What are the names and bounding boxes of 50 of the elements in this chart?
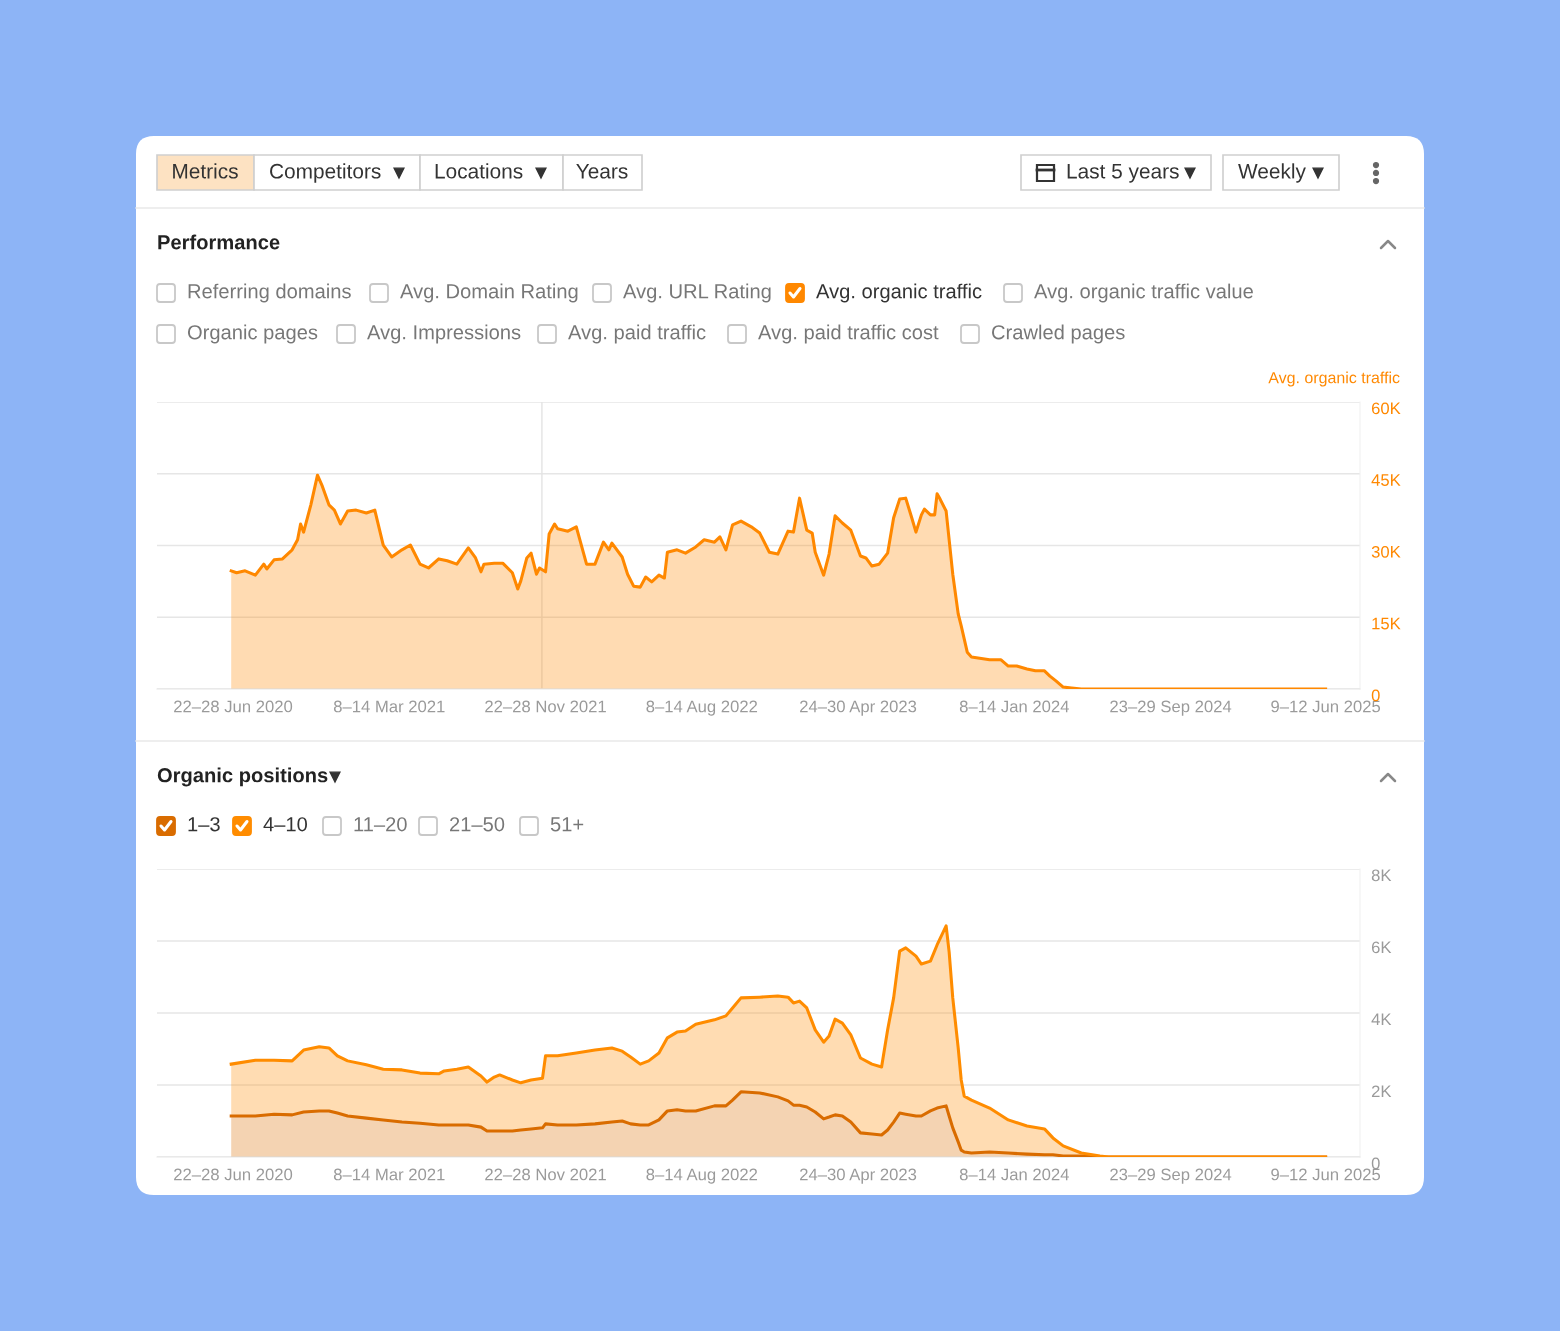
text: Metrics [173,163,238,179]
text: Locations [435,163,523,179]
x-tick-label: 8–14 Aug 2022 [646,700,758,716]
x-tick-label: 22–28 Nov 2021 [485,700,606,713]
x-tick-label: 8–14 Jan 2024 [959,700,1069,713]
x-tick-label: 22–28 Jun 2020 [174,1168,293,1181]
y-tick-label: 45K [1371,474,1401,486]
y-tick-label: 15K [1372,617,1401,630]
legend-label: 4–10 [263,817,308,832]
x-tick-label: 8–14 Jan 2024 [959,1168,1069,1181]
text: Avg. organic traffic [1268,371,1400,387]
y-tick-label: 8K [1371,869,1392,882]
text: Crawled pages [992,324,1125,344]
y-tick-label: 0 [1371,689,1380,702]
x-tick-label: 24–30 Apr 2023 [800,700,917,716]
text: Avg. organic traffic value [1034,283,1253,303]
text: Avg. Impressions [367,324,521,344]
x-tick-label: 9–12 Jun 2025 [1271,1168,1381,1181]
x-tick-label: 8–14 Aug 2022 [646,1168,758,1184]
chart-title: Organic positions [157,767,328,787]
y-tick-label: 2K [1371,1085,1392,1098]
x-tick-label: 22–28 Jun 2020 [174,700,293,713]
text: Avg. Domain Rating [400,283,578,303]
text: 11–20 [354,817,407,832]
text: 51+ [550,817,584,832]
text: Referring domains [188,283,351,303]
x-tick-label: 8–14 Mar 2021 [333,1168,445,1181]
x-tick-label: 8–14 Mar 2021 [333,700,445,713]
x-tick-label: 22–28 Nov 2021 [485,1168,606,1181]
legend-label: Avg. organic traffic [816,283,982,303]
text: Competitors [270,163,381,183]
y-tick-label: 0 [1371,1157,1380,1170]
x-tick-label: 23–29 Sep 2024 [1110,1168,1232,1184]
x-tick-label: 9–12 Jun 2025 [1271,700,1381,713]
y-tick-label: 60K [1371,402,1401,415]
text: Last 5 years [1067,164,1179,183]
text: Avg. paid traffic cost [758,324,939,344]
text: Organic pages [187,324,318,344]
x-tick-label: 23–29 Sep 2024 [1110,700,1232,716]
y-tick-label: 4K [1371,1013,1392,1026]
y-tick-label: 30K [1371,545,1401,558]
chart-title: Performance [158,234,280,250]
text: Years [576,164,628,179]
text: Avg. paid traffic [568,324,706,344]
text: Weekly [1238,163,1306,183]
x-tick-label: 24–30 Apr 2023 [800,1168,917,1184]
text: 21–50 [450,817,505,832]
text: Avg. URL Rating [623,283,771,303]
legend-label: 1–3 [188,817,220,832]
y-tick-label: 6K [1371,941,1392,954]
